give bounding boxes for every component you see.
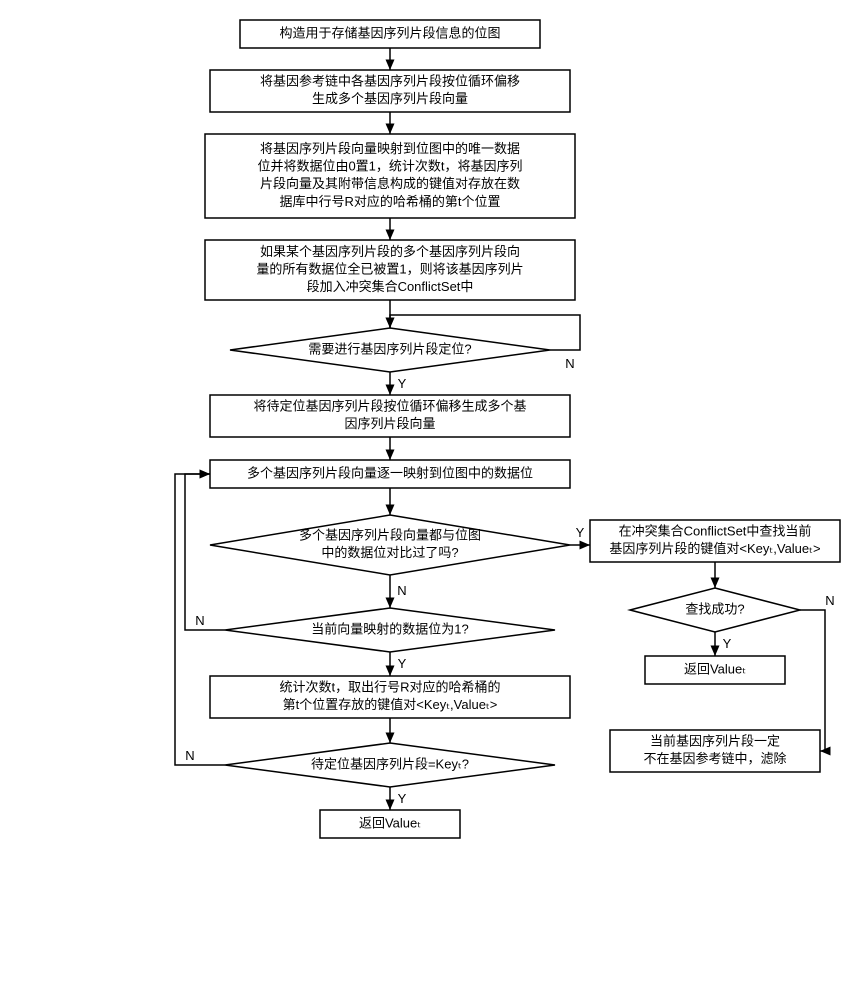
edge-label-16: Y: [723, 636, 732, 651]
svg-text:统计次数t，取出行号R对应的哈希桶的: 统计次数t，取出行号R对应的哈希桶的: [279, 680, 500, 695]
svg-text:中的数据位对比过了吗?: 中的数据位对比过了吗?: [321, 545, 458, 560]
svg-text:第t个位置存放的键值对<Keyₜ,Valueₜ>: 第t个位置存放的键值对<Keyₜ,Valueₜ>: [283, 697, 498, 712]
svg-text:查找成功?: 查找成功?: [685, 601, 744, 616]
svg-text:当前基因序列片段一定: 当前基因序列片段一定: [650, 734, 780, 749]
svg-text:生成多个基因序列片段向量: 生成多个基因序列片段向量: [312, 91, 468, 106]
svg-text:因序列片段向量: 因序列片段向量: [344, 416, 435, 431]
node-n11: 当前基因序列片段一定不在基因参考链中，滤除: [610, 730, 820, 772]
svg-text:段加入冲突集合ConflictSet中: 段加入冲突集合ConflictSet中: [307, 279, 474, 294]
svg-text:将基因序列片段向量映射到位图中的唯一数据: 将基因序列片段向量映射到位图中的唯一数据: [260, 141, 520, 156]
svg-text:返回Valueₜ: 返回Valueₜ: [359, 815, 421, 830]
node-d2: 多个基因序列片段向量都与位图中的数据位对比过了吗?: [210, 515, 570, 575]
svg-text:如果某个基因序列片段的多个基因序列片段向: 如果某个基因序列片段的多个基因序列片段向: [260, 244, 520, 259]
edge-11: [185, 474, 225, 630]
svg-text:在冲突集合ConflictSet中查找当前: 在冲突集合ConflictSet中查找当前: [619, 524, 812, 539]
svg-text:当前向量映射的数据位为1?: 当前向量映射的数据位为1?: [311, 621, 468, 636]
edge-label-10: Y: [398, 656, 407, 671]
node-n6: 多个基因序列片段向量逐一映射到位图中的数据位: [210, 460, 570, 488]
edge-label-14: N: [185, 748, 194, 763]
node-n9: 在冲突集合ConflictSet中查找当前基因序列片段的键值对<Keyₜ,Val…: [590, 520, 840, 562]
svg-text:将基因参考链中各基因序列片段按位循环偏移: 将基因参考链中各基因序列片段按位循环偏移: [260, 74, 520, 89]
node-d1: 需要进行基因序列片段定位?: [230, 328, 550, 372]
node-n2: 将基因参考链中各基因序列片段按位循环偏移生成多个基因序列片段向量: [210, 70, 570, 112]
svg-text:基因序列片段的键值对<Keyₜ,Valueₜ>: 基因序列片段的键值对<Keyₜ,Valueₜ>: [609, 541, 820, 556]
svg-text:需要进行基因序列片段定位?: 需要进行基因序列片段定位?: [308, 341, 471, 356]
flowchart: 构造用于存储基因序列片段信息的位图将基因参考链中各基因序列片段按位循环偏移生成多…: [10, 10, 850, 990]
svg-text:返回Valueₜ: 返回Valueₜ: [684, 661, 746, 676]
svg-text:多个基因序列片段向量都与位图: 多个基因序列片段向量都与位图: [299, 528, 481, 543]
edge-label-4: Y: [398, 376, 407, 391]
edge-label-11: N: [195, 613, 204, 628]
svg-text:据库中行号R对应的哈希桶的第t个位置: 据库中行号R对应的哈希桶的第t个位置: [279, 194, 500, 209]
node-n4: 如果某个基因序列片段的多个基因序列片段向量的所有数据位全已被置1，则将该基因序列…: [205, 240, 575, 300]
svg-text:位并将数据位由0置1，统计次数t，将基因序列: 位并将数据位由0置1，统计次数t，将基因序列: [257, 159, 522, 174]
edge-label-8: N: [397, 583, 406, 598]
svg-text:不在基因参考链中，滤除: 不在基因参考链中，滤除: [643, 751, 786, 766]
svg-text:将待定位基因序列片段按位循环偏移生成多个基: 将待定位基因序列片段按位循环偏移生成多个基: [253, 399, 526, 414]
edge-label-9: Y: [576, 525, 585, 540]
node-n7: 统计次数t，取出行号R对应的哈希桶的第t个位置存放的键值对<Keyₜ,Value…: [210, 676, 570, 718]
node-n10: 返回Valueₜ: [645, 656, 785, 684]
svg-text:构造用于存储基因序列片段信息的位图: 构造用于存储基因序列片段信息的位图: [279, 25, 500, 40]
svg-text:待定位基因序列片段=Keyₜ?: 待定位基因序列片段=Keyₜ?: [311, 756, 469, 771]
edge-label-17: N: [825, 593, 834, 608]
node-n3: 将基因序列片段向量映射到位图中的唯一数据位并将数据位由0置1，统计次数t，将基因…: [205, 134, 575, 218]
svg-text:片段向量及其附带信息构成的键值对存放在数: 片段向量及其附带信息构成的键值对存放在数: [260, 176, 520, 191]
node-n8: 返回Valueₜ: [320, 810, 460, 838]
node-n5: 将待定位基因序列片段按位循环偏移生成多个基因序列片段向量: [210, 395, 570, 437]
edge-label-5: N: [565, 356, 574, 371]
node-d5: 查找成功?: [630, 588, 800, 632]
svg-text:量的所有数据位全已被置1，则将该基因序列片: 量的所有数据位全已被置1，则将该基因序列片: [256, 261, 523, 276]
node-d4: 待定位基因序列片段=Keyₜ?: [225, 743, 555, 787]
svg-text:多个基因序列片段向量逐一映射到位图中的数据位: 多个基因序列片段向量逐一映射到位图中的数据位: [247, 465, 533, 480]
edge-label-13: Y: [398, 791, 407, 806]
node-n1: 构造用于存储基因序列片段信息的位图: [240, 20, 540, 48]
node-d3: 当前向量映射的数据位为1?: [225, 608, 555, 652]
